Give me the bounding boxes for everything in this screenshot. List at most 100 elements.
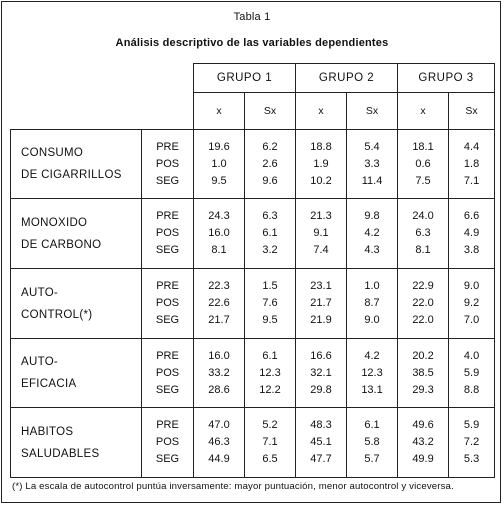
g3-sd-cell: 9.0 9.2 7.0 <box>448 268 496 339</box>
g3-mean-cell: 49.6 43.2 49.9 <box>397 407 450 478</box>
g3-sd-cell-value: 8.8 <box>463 383 480 396</box>
g2-mean-header: x <box>295 92 348 130</box>
g1-sd-cell: 6.3 6.1 3.2 <box>243 198 297 269</box>
g1-mean-cell: 47.0 46.3 44.9 <box>193 407 245 478</box>
g2-sd-header: Sx <box>346 92 399 130</box>
g2-sd-cell-value: 4.3 <box>364 244 380 256</box>
g1-sd-cell-value: 2.6 <box>262 157 278 170</box>
condition-cell-value: PRE <box>156 210 179 222</box>
g2-mean-cell-value: 48.3 <box>310 419 332 431</box>
g2-sd-cell: 4.2 12.3 13.1 <box>346 338 399 408</box>
g1-mean-cell-value: 33.2 <box>208 366 230 379</box>
g2-sd-cell-value: 4.2 <box>364 227 380 239</box>
table-row: CONSUMO DE CIGARRILLOS PRE POS SEG 19.6 1.0 9.5… <box>10 129 496 199</box>
g2-mean-cell-value: 47.7 <box>310 453 332 465</box>
g1-sd-cell-value: 9.6 <box>262 174 278 187</box>
variable-name: AUTO- CONTROL(*) <box>10 268 142 339</box>
g1-sd-cell-value: 6.1 <box>262 227 278 239</box>
g3-mean-cell-value: 18.1 <box>412 140 434 153</box>
g3-sd-header: Sx <box>448 92 496 130</box>
g1-sd-cell: 1.5 7.6 9.5 <box>243 268 297 339</box>
g3-sd-cell-value: 5.9 <box>463 419 480 431</box>
condition-cell-value: PRE <box>156 140 179 153</box>
g1-sd-header: Sx <box>243 92 297 130</box>
group-2-header: GRUPO 2 <box>295 63 399 93</box>
condition-cell: PRE POS SEG <box>141 268 194 339</box>
g3-sd-cell: 4.4 1.8 7.1 <box>448 129 496 199</box>
table-title: Análisis descriptivo de las variables de… <box>115 37 389 49</box>
g3-mean-header: x <box>397 92 450 130</box>
group-1-header: GRUPO 1 <box>192 63 297 93</box>
g3-mean-cell-value: 24.0 <box>412 210 434 222</box>
g1-mean-cell-value: 8.1 <box>211 244 227 256</box>
g3-sd-cell-value: 9.2 <box>463 297 480 309</box>
g3-sd-cell-value: 4.0 <box>463 349 480 362</box>
group-3-header: GRUPO 3 <box>397 63 496 93</box>
g3-mean-cell: 24.0 6.3 8.1 <box>397 198 450 269</box>
subheader-row: x Sx x Sx x Sx <box>11 92 496 130</box>
g3-sd-cell-value: 6.6 <box>463 210 480 222</box>
footnote: (*) La escala de autocontrol puntúa inve… <box>12 481 454 492</box>
g3-mean-cell-value: 38.5 <box>412 366 434 379</box>
g3-sd-cell-value: 5.3 <box>463 453 480 465</box>
condition-cell-value: PRE <box>156 280 179 292</box>
variable-name: CONSUMO DE CIGARRILLOS <box>10 129 142 199</box>
g2-mean-cell-value: 45.1 <box>310 436 332 448</box>
g1-sd-cell-value: 12.3 <box>259 366 281 379</box>
variable-name: AUTO- EFICACIA <box>10 338 142 408</box>
table-caption: Tabla 1 <box>233 11 271 23</box>
g3-sd-cell-value: 4.9 <box>463 227 480 239</box>
g1-mean-cell-value: 16.0 <box>208 349 230 362</box>
g3-sd-cell-value: 3.8 <box>463 244 480 256</box>
g1-sd-cell-value: 6.2 <box>262 140 278 153</box>
g3-mean-cell-value: 22.9 <box>412 280 434 292</box>
g2-mean-cell: 16.6 32.1 29.8 <box>295 338 348 408</box>
g3-mean-cell-value: 22.0 <box>412 297 434 309</box>
g1-sd-cell-value: 6.5 <box>262 453 278 465</box>
g2-mean-cell-value: 7.4 <box>313 244 329 256</box>
g1-sd-cell: 5.2 7.1 6.5 <box>243 407 297 478</box>
variable-name: MONOXIDO DE CARBONO <box>10 198 142 269</box>
table-row: AUTO- EFICACIA PRE POS SEG 16.0 33.2 28.6 6.1 12.… <box>10 338 496 408</box>
g3-sd-cell-value: 9.0 <box>463 280 480 292</box>
condition-cell-value: SEG <box>155 314 180 326</box>
g3-mean-cell: 18.1 0.6 7.5 <box>397 129 450 199</box>
condition-cell-value: PRE <box>156 419 179 431</box>
g2-mean-cell-value: 29.8 <box>310 383 332 396</box>
g1-mean-cell: 24.3 16.0 8.1 <box>193 198 245 269</box>
condition-cell-value: SEG <box>155 383 180 396</box>
g2-sd-cell-value: 8.7 <box>364 297 380 309</box>
g2-mean-cell-value: 9.1 <box>313 227 329 239</box>
g3-mean-cell-value: 20.2 <box>412 349 434 362</box>
g2-mean-cell-value: 18.8 <box>310 140 332 153</box>
condition-cell-value: SEG <box>155 244 180 256</box>
condition-cell: PRE POS SEG <box>141 407 194 478</box>
condition-cell: PRE POS SEG <box>141 129 194 199</box>
g2-mean-cell-value: 21.9 <box>310 314 332 326</box>
g1-mean-header: x <box>193 92 245 130</box>
g2-mean-cell-value: 21.7 <box>310 297 332 309</box>
g1-mean-cell-value: 22.6 <box>208 297 230 309</box>
condition-cell-value: POS <box>155 227 180 239</box>
g3-mean-cell-value: 6.3 <box>415 227 431 239</box>
g3-mean-cell-value: 0.6 <box>415 157 431 170</box>
g1-mean-cell: 22.3 22.6 21.7 <box>193 268 245 339</box>
g1-sd-cell-value: 12.2 <box>259 383 281 396</box>
variable-name-line: AUTO- <box>21 286 59 299</box>
g1-mean-cell-value: 47.0 <box>208 419 230 431</box>
condition-cell-value: SEG <box>155 453 180 465</box>
g1-mean-cell-value: 44.9 <box>208 453 230 465</box>
g1-mean-cell-value: 19.6 <box>208 140 230 153</box>
g3-sd-cell-value: 1.8 <box>463 157 480 170</box>
g1-mean-cell-value: 21.7 <box>208 314 230 326</box>
variable-name-line: DE CARBONO <box>21 238 102 251</box>
g2-mean-cell-value: 23.1 <box>310 280 332 292</box>
g1-mean-cell-value: 46.3 <box>208 436 230 448</box>
g1-mean-cell-value: 22.3 <box>208 280 230 292</box>
g3-mean-cell-value: 7.5 <box>415 174 431 187</box>
g3-sd-cell: 6.6 4.9 3.8 <box>448 198 496 269</box>
g3-sd-cell: 5.9 7.2 5.3 <box>448 407 496 478</box>
g1-sd-cell-value: 5.2 <box>262 419 278 431</box>
variable-name-line: CONSUMO <box>21 147 84 159</box>
